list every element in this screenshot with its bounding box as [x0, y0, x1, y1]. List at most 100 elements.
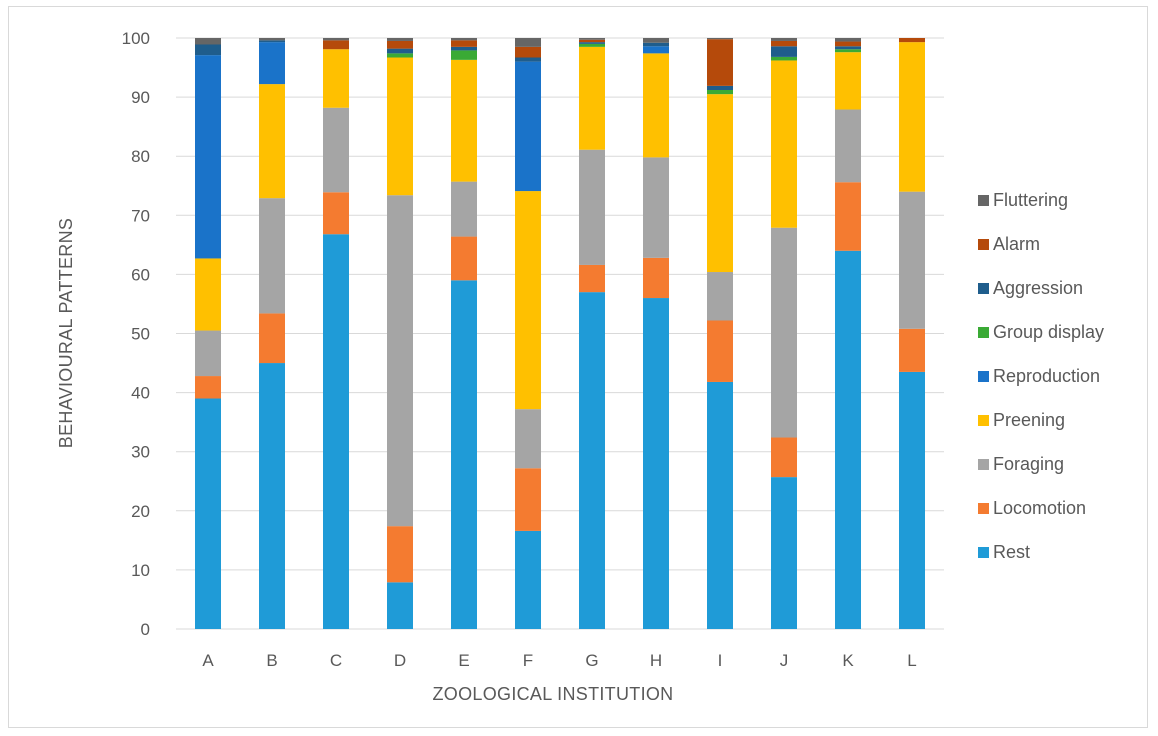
bar-segment-F-fluttering [515, 38, 541, 47]
bar-segment-J-aggression [771, 46, 797, 57]
y-tick-label: 70 [131, 206, 150, 225]
bar-segment-H-aggression [643, 42, 669, 47]
bar-segment-C-foraging [323, 107, 349, 193]
bar-segment-G-group-display [579, 43, 605, 47]
bar-segment-D-fluttering [387, 38, 413, 41]
bar-segment-D-alarm [387, 40, 413, 49]
y-tick-label: 30 [131, 443, 150, 462]
x-tick-label: K [842, 651, 854, 670]
bar-segment-F-locomotion [515, 468, 541, 531]
x-tick-label: A [202, 651, 214, 670]
bar-segment-J-alarm [771, 40, 797, 47]
bar-segment-K-locomotion [835, 182, 861, 251]
bar-segment-J-locomotion [771, 437, 797, 478]
legend-label: Aggression [993, 278, 1083, 298]
bar-segment-E-rest [451, 280, 477, 629]
legend-swatch [978, 283, 989, 294]
bar-segment-G-locomotion [579, 264, 605, 293]
bar-segment-K-rest [835, 250, 861, 629]
bar-segment-A-aggression [195, 44, 221, 56]
legend-swatch [978, 459, 989, 470]
bar-segment-D-rest [387, 582, 413, 629]
bar-segment-F-alarm [515, 46, 541, 58]
bar-segment-I-fluttering [707, 38, 733, 40]
bar-segment-H-preening [643, 53, 669, 158]
y-tick-label: 20 [131, 502, 150, 521]
bar-segment-J-group-display [771, 56, 797, 61]
bar-segment-K-group-display [835, 49, 861, 53]
bar-segment-B-reproduction [259, 42, 285, 85]
bar-segment-L-rest [899, 371, 925, 629]
bar-segment-K-preening [835, 52, 861, 110]
bar-segment-K-fluttering [835, 38, 861, 42]
y-tick-label: 50 [131, 325, 150, 344]
bar-segment-I-preening [707, 94, 733, 273]
legend-label: Preening [993, 410, 1065, 430]
legend-label: Reproduction [993, 366, 1100, 386]
bar-segment-A-rest [195, 398, 221, 629]
bar-segment-H-reproduction [643, 46, 669, 54]
bar-segment-H-locomotion [643, 257, 669, 299]
x-tick-label: B [266, 651, 277, 670]
bar-segment-G-preening [579, 46, 605, 150]
bar-segment-G-aggression [579, 42, 605, 44]
bar-segment-J-rest [771, 477, 797, 629]
bar-segment-H-foraging [643, 157, 669, 258]
legend-swatch [978, 371, 989, 382]
y-tick-label: 0 [141, 620, 150, 639]
bar-segment-A-reproduction [195, 55, 221, 259]
bar-segment-F-preening [515, 191, 541, 410]
bar-segment-E-aggression [451, 46, 477, 51]
x-tick-label: D [394, 651, 406, 670]
bar-segment-B-preening [259, 84, 285, 199]
bar-segment-E-alarm [451, 40, 477, 47]
legend-label: Locomotion [993, 498, 1086, 518]
bar-segment-F-reproduction [515, 61, 541, 192]
bar-segment-F-aggression [515, 57, 541, 62]
bar-segment-C-fluttering [323, 38, 349, 41]
legend-label: Group display [993, 322, 1104, 342]
bar-segment-C-preening [323, 49, 349, 108]
legend-swatch [978, 503, 989, 514]
bar-segment-D-group-display [387, 53, 413, 58]
bar-segment-H-rest [643, 298, 669, 629]
y-tick-label: 40 [131, 384, 150, 403]
bar-segment-D-locomotion [387, 526, 413, 583]
y-axis-title: BEHAVIOURAL PATTERNS [56, 218, 76, 448]
bar-segment-B-locomotion [259, 313, 285, 364]
bar-segment-A-fluttering [195, 38, 221, 45]
y-tick-label: 90 [131, 88, 150, 107]
bar-segment-L-alarm [899, 38, 925, 43]
bar-segment-I-aggression [707, 85, 733, 91]
bar-segment-F-foraging [515, 409, 541, 469]
bar-segment-K-foraging [835, 109, 861, 183]
y-tick-label: 10 [131, 561, 150, 580]
bar-segment-D-foraging [387, 195, 413, 527]
legend-swatch [978, 239, 989, 250]
legend-label: Alarm [993, 234, 1040, 254]
bar-segment-C-alarm [323, 40, 349, 50]
bar-segment-G-alarm [579, 39, 605, 43]
bar-segment-L-locomotion [899, 328, 925, 372]
legend-label: Foraging [993, 454, 1064, 474]
bars [195, 38, 925, 629]
bar-segment-E-locomotion [451, 236, 477, 281]
bar-segment-I-alarm [707, 39, 733, 86]
bar-segment-K-alarm [835, 41, 861, 47]
bar-segment-A-locomotion [195, 376, 221, 399]
bar-segment-E-group-display [451, 50, 477, 60]
x-tick-label: J [780, 651, 789, 670]
legend-swatch [978, 195, 989, 206]
bar-segment-G-fluttering [579, 38, 605, 40]
bar-segment-I-rest [707, 381, 733, 629]
bar-segment-F-rest [515, 530, 541, 629]
x-axis-ticks: A B C D E F G H I J K L [202, 651, 916, 670]
bar-segment-G-rest [579, 292, 605, 629]
bar-segment-E-foraging [451, 181, 477, 237]
legend-label: Fluttering [993, 190, 1068, 210]
x-tick-label: H [650, 651, 662, 670]
x-tick-label: E [458, 651, 469, 670]
y-axis-ticks: 0 10 20 30 40 50 60 70 80 90 100 [122, 29, 150, 639]
x-tick-label: G [585, 651, 598, 670]
